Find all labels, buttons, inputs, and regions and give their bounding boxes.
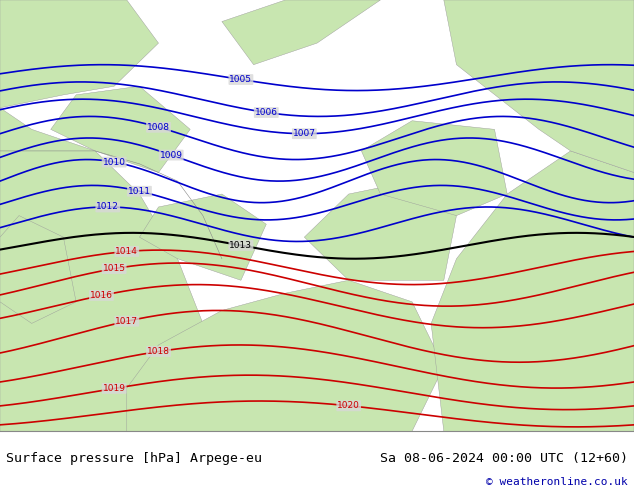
Text: 1017: 1017 [115,317,138,326]
Text: 1013: 1013 [230,241,252,250]
Text: 1020: 1020 [337,401,360,410]
Text: © weatheronline.co.uk: © weatheronline.co.uk [486,477,628,487]
Text: 1014: 1014 [115,247,138,256]
Text: 1006: 1006 [255,108,278,117]
Text: 1008: 1008 [147,123,170,132]
Text: 1005: 1005 [230,75,252,84]
Text: Sa 08-06-2024 00:00 UTC (12+60): Sa 08-06-2024 00:00 UTC (12+60) [380,452,628,465]
Text: 1012: 1012 [96,202,119,212]
Text: 1009: 1009 [160,150,183,160]
Text: Surface pressure [hPa] Arpege-eu: Surface pressure [hPa] Arpege-eu [6,452,262,465]
Text: 1018: 1018 [147,347,170,356]
Text: 1019: 1019 [103,384,126,393]
Text: 1016: 1016 [90,291,113,300]
Text: 1015: 1015 [103,264,126,273]
Text: 1010: 1010 [103,158,126,167]
Text: 1011: 1011 [128,187,151,196]
Text: 1007: 1007 [293,129,316,138]
